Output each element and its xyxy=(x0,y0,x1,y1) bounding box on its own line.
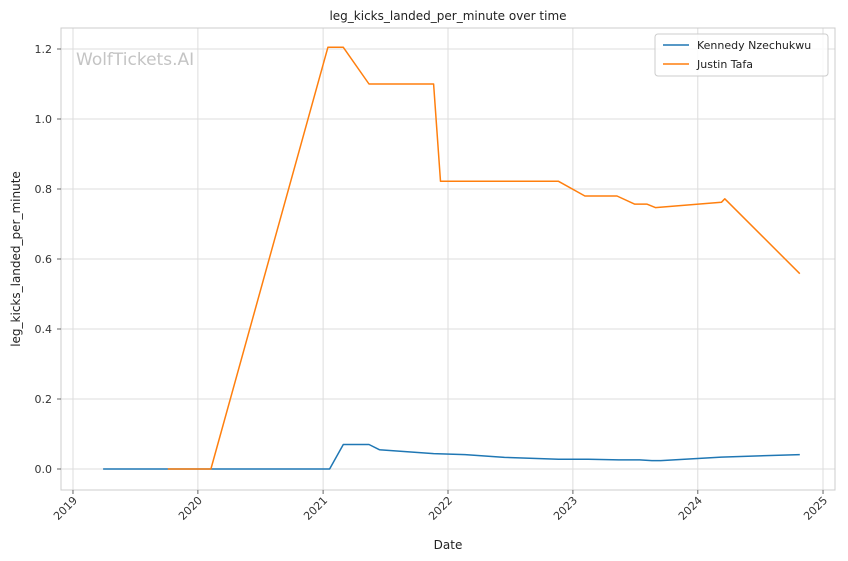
legend: Kennedy Nzechukwu Justin Tafa xyxy=(654,33,829,77)
y-tick-label: 1.2 xyxy=(35,43,53,56)
legend-label-justin-tafa: Justin Tafa xyxy=(696,58,753,71)
series-line-justin-tafa xyxy=(167,46,801,470)
y-tick-label: 0.0 xyxy=(35,463,53,476)
legend-box xyxy=(654,33,829,77)
watermark-text: WolfTickets.AI xyxy=(76,50,194,70)
chart-title: leg_kicks_landed_per_minute over time xyxy=(329,9,566,23)
y-tick-label: 0.2 xyxy=(35,393,53,406)
series-line-kennedy-nzechukwu xyxy=(103,443,800,470)
series-lines xyxy=(103,46,801,470)
legend-label-kennedy-nzechukwu: Kennedy Nzechukwu xyxy=(697,39,811,52)
x-axis-title: Date xyxy=(434,538,463,552)
y-tick-label: 0.6 xyxy=(35,253,53,266)
y-tick-label: 0.4 xyxy=(35,323,53,336)
y-tick-label: 1.0 xyxy=(35,113,53,126)
y-tick-label: 0.8 xyxy=(35,183,53,196)
axis-ticks: 2019 2020 2021 2022 2023 2024 20250.00.20.40.6… xyxy=(35,43,831,523)
y-axis-title: leg_kicks_landed_per_minute xyxy=(9,171,23,347)
